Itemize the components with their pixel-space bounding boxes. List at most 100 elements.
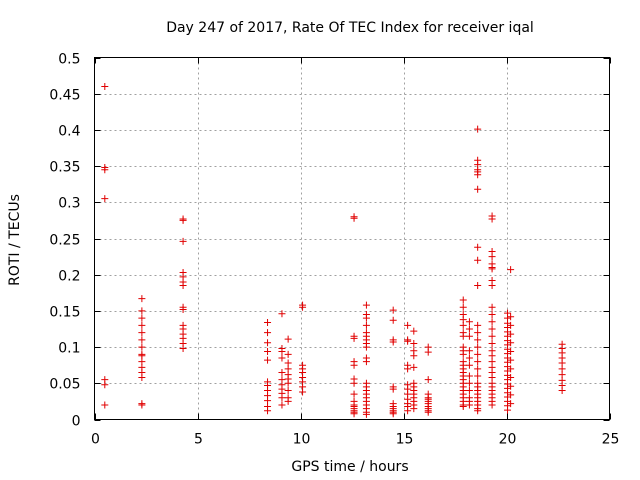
data-point bbox=[465, 361, 473, 369]
data-point bbox=[284, 379, 292, 387]
data-point bbox=[465, 354, 473, 362]
data-point bbox=[389, 316, 397, 324]
data-point bbox=[459, 350, 467, 358]
data-point bbox=[264, 339, 272, 347]
data-point bbox=[488, 215, 496, 223]
data-point bbox=[474, 343, 482, 351]
y-tick-label: 0.35 bbox=[49, 160, 80, 176]
data-point bbox=[350, 361, 358, 369]
data-point bbox=[264, 407, 272, 415]
data-point bbox=[507, 365, 515, 373]
data-point bbox=[474, 125, 482, 133]
data-point bbox=[278, 368, 286, 376]
data-point bbox=[459, 402, 467, 410]
y-tick-label: 0.45 bbox=[49, 88, 80, 104]
data-point bbox=[101, 195, 109, 203]
data-point bbox=[465, 332, 473, 340]
data-point bbox=[507, 356, 515, 364]
data-point bbox=[350, 390, 358, 398]
data-point bbox=[138, 329, 146, 337]
data-point bbox=[474, 350, 482, 358]
data-point bbox=[465, 372, 473, 380]
chart-title: Day 247 of 2017, Rate Of TEC Index for r… bbox=[166, 20, 534, 36]
data-point bbox=[488, 265, 496, 273]
data-point bbox=[465, 318, 473, 326]
data-point bbox=[465, 325, 473, 333]
data-point bbox=[424, 376, 432, 384]
data-point bbox=[507, 321, 515, 329]
data-point bbox=[474, 243, 482, 251]
data-point bbox=[424, 348, 432, 356]
data-point bbox=[558, 387, 566, 395]
data-point bbox=[474, 372, 482, 380]
data-point bbox=[410, 339, 418, 347]
data-point bbox=[264, 329, 272, 337]
x-tick-labels: 0 5 10 15 20 25 bbox=[91, 432, 619, 448]
data-point bbox=[474, 407, 482, 415]
data-point bbox=[474, 329, 482, 337]
data-point bbox=[504, 406, 512, 414]
data-point bbox=[264, 318, 272, 326]
data-point bbox=[278, 401, 286, 409]
data-point bbox=[507, 374, 515, 382]
data-point bbox=[474, 358, 482, 366]
data-point bbox=[507, 382, 515, 390]
x-tick-label: 0 bbox=[91, 432, 100, 448]
data-point bbox=[474, 256, 482, 264]
x-tick-label: 15 bbox=[396, 432, 414, 448]
data-point bbox=[410, 352, 418, 360]
x-tick-label: 5 bbox=[194, 432, 203, 448]
data-point bbox=[389, 338, 397, 346]
data-point bbox=[179, 345, 187, 353]
data-points bbox=[101, 82, 566, 418]
data-point bbox=[138, 321, 146, 329]
data-point bbox=[179, 305, 187, 313]
data-point bbox=[474, 171, 482, 179]
data-point bbox=[404, 407, 412, 415]
data-point bbox=[278, 354, 286, 362]
y-tick-label: 0.2 bbox=[58, 269, 80, 285]
data-point bbox=[459, 296, 467, 304]
data-point bbox=[362, 358, 370, 366]
data-point bbox=[410, 405, 418, 413]
data-point bbox=[410, 363, 418, 371]
data-point bbox=[362, 321, 370, 329]
data-point bbox=[389, 410, 397, 418]
data-point bbox=[488, 282, 496, 290]
data-point bbox=[459, 321, 467, 329]
y-tick-label: 0.05 bbox=[49, 377, 80, 393]
data-point bbox=[507, 339, 515, 347]
data-point bbox=[424, 408, 432, 416]
data-point bbox=[138, 314, 146, 322]
data-point bbox=[488, 332, 496, 340]
data-point bbox=[179, 237, 187, 245]
data-point bbox=[284, 335, 292, 343]
data-point bbox=[284, 350, 292, 358]
data-point bbox=[488, 253, 496, 261]
data-point bbox=[507, 347, 515, 355]
data-point bbox=[362, 314, 370, 322]
y-tick-label: 0.5 bbox=[58, 52, 80, 68]
y-tick-label: 0.15 bbox=[49, 305, 80, 321]
x-axis-label: GPS time / hours bbox=[291, 459, 408, 475]
data-point bbox=[264, 356, 272, 364]
data-point bbox=[507, 391, 515, 399]
data-point bbox=[284, 397, 292, 405]
x-tick-label: 20 bbox=[499, 432, 517, 448]
axis-ticks bbox=[94, 57, 611, 421]
y-tick-label: 0.1 bbox=[58, 341, 80, 357]
data-point bbox=[284, 387, 292, 395]
data-point bbox=[350, 379, 358, 387]
data-point bbox=[138, 374, 146, 382]
data-point bbox=[101, 82, 109, 90]
y-axis-label: ROTI / TECUs bbox=[7, 194, 23, 286]
data-point bbox=[459, 332, 467, 340]
y-tick-label: 0.4 bbox=[58, 124, 80, 140]
data-point bbox=[465, 379, 473, 387]
data-point bbox=[474, 185, 482, 193]
data-point bbox=[459, 303, 467, 311]
data-point bbox=[138, 343, 146, 351]
data-point bbox=[465, 401, 473, 409]
data-point bbox=[474, 282, 482, 290]
data-point bbox=[507, 313, 515, 321]
